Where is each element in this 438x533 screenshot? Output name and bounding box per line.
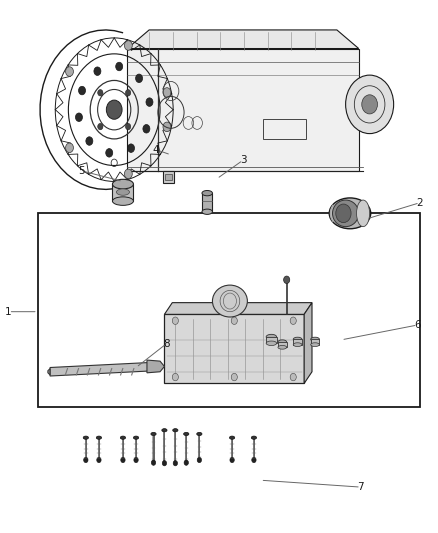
- Ellipse shape: [311, 337, 319, 342]
- Ellipse shape: [357, 200, 370, 227]
- Circle shape: [163, 122, 171, 132]
- Ellipse shape: [293, 343, 302, 346]
- Circle shape: [124, 41, 132, 50]
- Circle shape: [106, 100, 122, 119]
- Circle shape: [163, 88, 171, 97]
- Ellipse shape: [173, 429, 178, 432]
- Circle shape: [162, 461, 166, 466]
- Circle shape: [172, 373, 178, 381]
- Bar: [278, 342, 287, 348]
- Circle shape: [98, 124, 103, 130]
- Ellipse shape: [266, 334, 277, 340]
- Circle shape: [346, 75, 394, 134]
- Circle shape: [151, 460, 155, 465]
- Circle shape: [121, 457, 125, 463]
- Ellipse shape: [278, 345, 287, 349]
- Circle shape: [231, 373, 237, 381]
- Circle shape: [66, 143, 74, 152]
- Ellipse shape: [96, 436, 102, 439]
- Circle shape: [252, 457, 256, 463]
- Polygon shape: [50, 362, 155, 376]
- Ellipse shape: [134, 436, 139, 439]
- Circle shape: [184, 460, 188, 465]
- Ellipse shape: [197, 432, 202, 435]
- Text: 4: 4: [152, 144, 159, 155]
- Circle shape: [127, 144, 134, 152]
- Text: 7: 7: [357, 482, 364, 492]
- Text: 3: 3: [240, 155, 246, 165]
- Bar: [311, 340, 319, 345]
- Polygon shape: [127, 49, 359, 171]
- Ellipse shape: [230, 436, 235, 439]
- Circle shape: [125, 124, 131, 130]
- Bar: [164, 314, 304, 383]
- Ellipse shape: [251, 436, 257, 439]
- Bar: [263, 119, 306, 139]
- Bar: [293, 340, 302, 345]
- Ellipse shape: [202, 190, 212, 196]
- Ellipse shape: [113, 179, 134, 189]
- Ellipse shape: [336, 204, 351, 223]
- Ellipse shape: [212, 285, 247, 317]
- Ellipse shape: [266, 341, 277, 345]
- Text: 8: 8: [163, 338, 170, 349]
- Circle shape: [94, 67, 101, 76]
- Circle shape: [106, 149, 113, 157]
- Circle shape: [116, 62, 123, 71]
- Circle shape: [146, 98, 153, 107]
- Bar: [38, 213, 420, 407]
- Circle shape: [84, 457, 88, 463]
- Ellipse shape: [184, 432, 189, 435]
- Ellipse shape: [311, 343, 319, 346]
- Ellipse shape: [329, 198, 371, 229]
- Circle shape: [136, 74, 143, 83]
- Circle shape: [197, 457, 201, 463]
- Circle shape: [66, 67, 74, 76]
- Ellipse shape: [162, 429, 167, 432]
- Polygon shape: [48, 368, 50, 375]
- Bar: [266, 337, 277, 343]
- Ellipse shape: [83, 436, 88, 439]
- Circle shape: [78, 86, 85, 95]
- Ellipse shape: [120, 436, 126, 439]
- Ellipse shape: [202, 209, 212, 214]
- Circle shape: [124, 169, 132, 179]
- Bar: [113, 184, 134, 201]
- Circle shape: [97, 457, 101, 463]
- Circle shape: [143, 125, 150, 133]
- Circle shape: [284, 276, 290, 284]
- Circle shape: [290, 317, 296, 325]
- Ellipse shape: [332, 200, 359, 227]
- Ellipse shape: [113, 197, 134, 205]
- Polygon shape: [147, 360, 164, 373]
- Text: 1: 1: [5, 306, 12, 317]
- Ellipse shape: [278, 340, 287, 344]
- Polygon shape: [304, 303, 312, 383]
- Text: 6: 6: [414, 320, 421, 330]
- Circle shape: [172, 317, 178, 325]
- Circle shape: [362, 95, 378, 114]
- Circle shape: [86, 137, 93, 146]
- Text: 2: 2: [417, 198, 423, 208]
- Circle shape: [125, 90, 131, 96]
- Circle shape: [98, 90, 103, 96]
- Ellipse shape: [293, 337, 302, 342]
- Circle shape: [75, 113, 82, 122]
- Ellipse shape: [117, 189, 130, 195]
- Circle shape: [231, 317, 237, 325]
- Bar: [165, 174, 172, 180]
- Text: 5: 5: [78, 166, 85, 176]
- Circle shape: [290, 373, 296, 381]
- Bar: [163, 171, 174, 183]
- Bar: [202, 193, 212, 212]
- Ellipse shape: [151, 432, 156, 435]
- Circle shape: [134, 457, 138, 463]
- Circle shape: [173, 461, 177, 466]
- Polygon shape: [164, 303, 312, 314]
- Polygon shape: [127, 30, 359, 49]
- Circle shape: [230, 457, 234, 463]
